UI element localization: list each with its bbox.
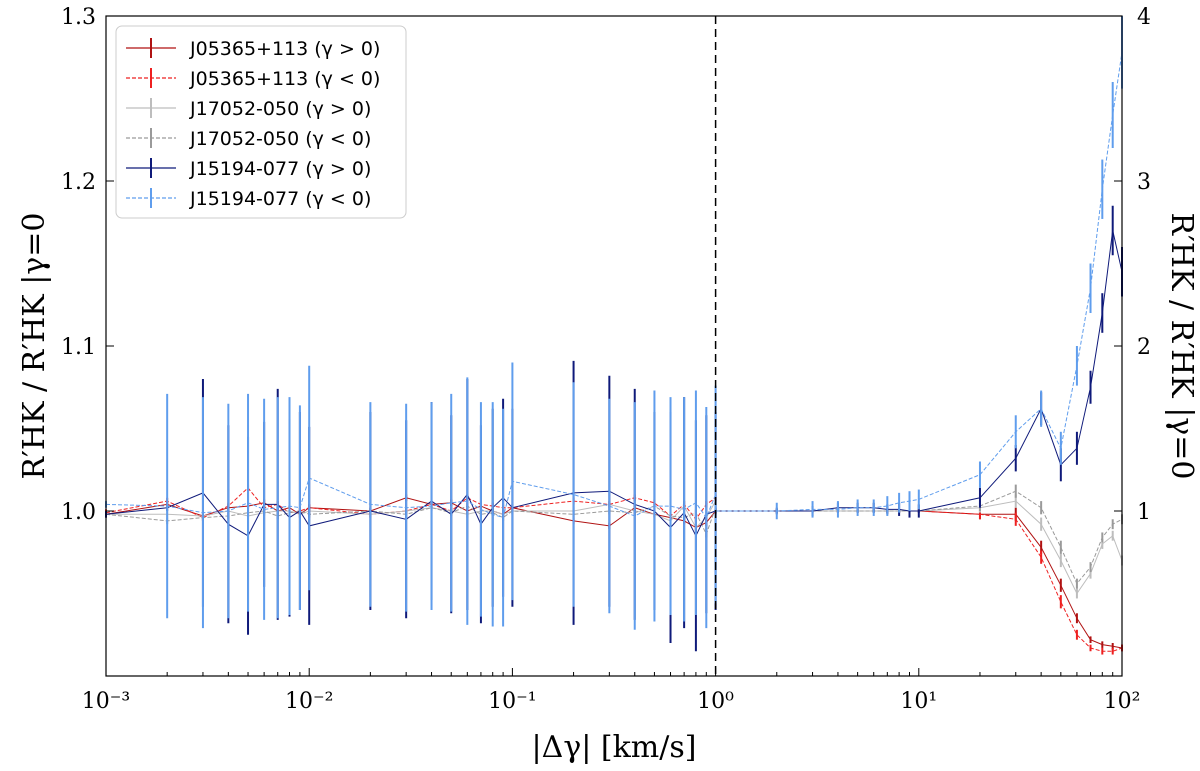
legend: J05365+113 (γ > 0) J05365+113 (γ < 0) J170…	[115, 25, 407, 219]
x-tick-label: 10¹	[900, 689, 937, 714]
y-left-tick-label: 1.0	[61, 500, 96, 525]
x-tick-label: 10⁻³	[82, 689, 130, 714]
legend-box	[115, 25, 407, 219]
series-1	[105, 494, 1123, 652]
series-6	[105, 16, 1123, 630]
legend-entry-label: J17052-050 (γ < 0)	[189, 128, 371, 150]
series-line-left	[105, 490, 716, 537]
legend-entry-label: J15194-077 (γ < 0)	[189, 188, 371, 210]
legend-entry-label: J05365+113 (γ < 0)	[189, 68, 380, 90]
x-axis-label: |Δγ| [km/s]	[532, 730, 697, 765]
legend-entry-label: J17052-050 (γ > 0)	[189, 98, 371, 120]
y-left-tick-label: 1.3	[61, 5, 96, 30]
series-line-left	[105, 497, 716, 529]
axes: 10⁻³ 10⁻² 10⁻¹ 10⁰ 10¹ 10² 1.0 1.1 1.2 1.3 1 2 3 4	[61, 5, 1151, 714]
x-tick-label: 10²	[1104, 689, 1141, 714]
y-right-tick-label: 4	[1137, 5, 1151, 30]
legend-entry-label: J15194-077 (γ > 0)	[189, 158, 371, 180]
y-right-tick-label: 1	[1137, 500, 1151, 525]
y-left-tick-label: 1.1	[61, 335, 96, 360]
x-tick-label: 10⁻²	[285, 689, 333, 714]
x-tick-label: 10⁰	[697, 689, 734, 714]
series-3	[105, 494, 1123, 599]
series-5	[105, 205, 1123, 652]
x-tick-label: 10⁻¹	[488, 689, 536, 714]
series-2	[105, 484, 1123, 655]
series-line-left	[106, 500, 717, 529]
y-right-tick-label: 2	[1137, 335, 1151, 360]
series-line-left	[105, 477, 717, 519]
y-axis-right-label: R′HK / R′HK |γ=0	[1164, 213, 1199, 480]
legend-entry-label: J05365+113 (γ > 0)	[189, 38, 380, 60]
y-right-tick-label: 3	[1137, 170, 1151, 195]
series-line-left	[105, 505, 717, 536]
plot-area	[105, 16, 1123, 655]
series-line-right	[715, 52, 1123, 512]
y-left-tick-label: 1.2	[61, 170, 96, 195]
y-axis-left-label: R′HK / R′HK |γ=0	[17, 213, 52, 480]
